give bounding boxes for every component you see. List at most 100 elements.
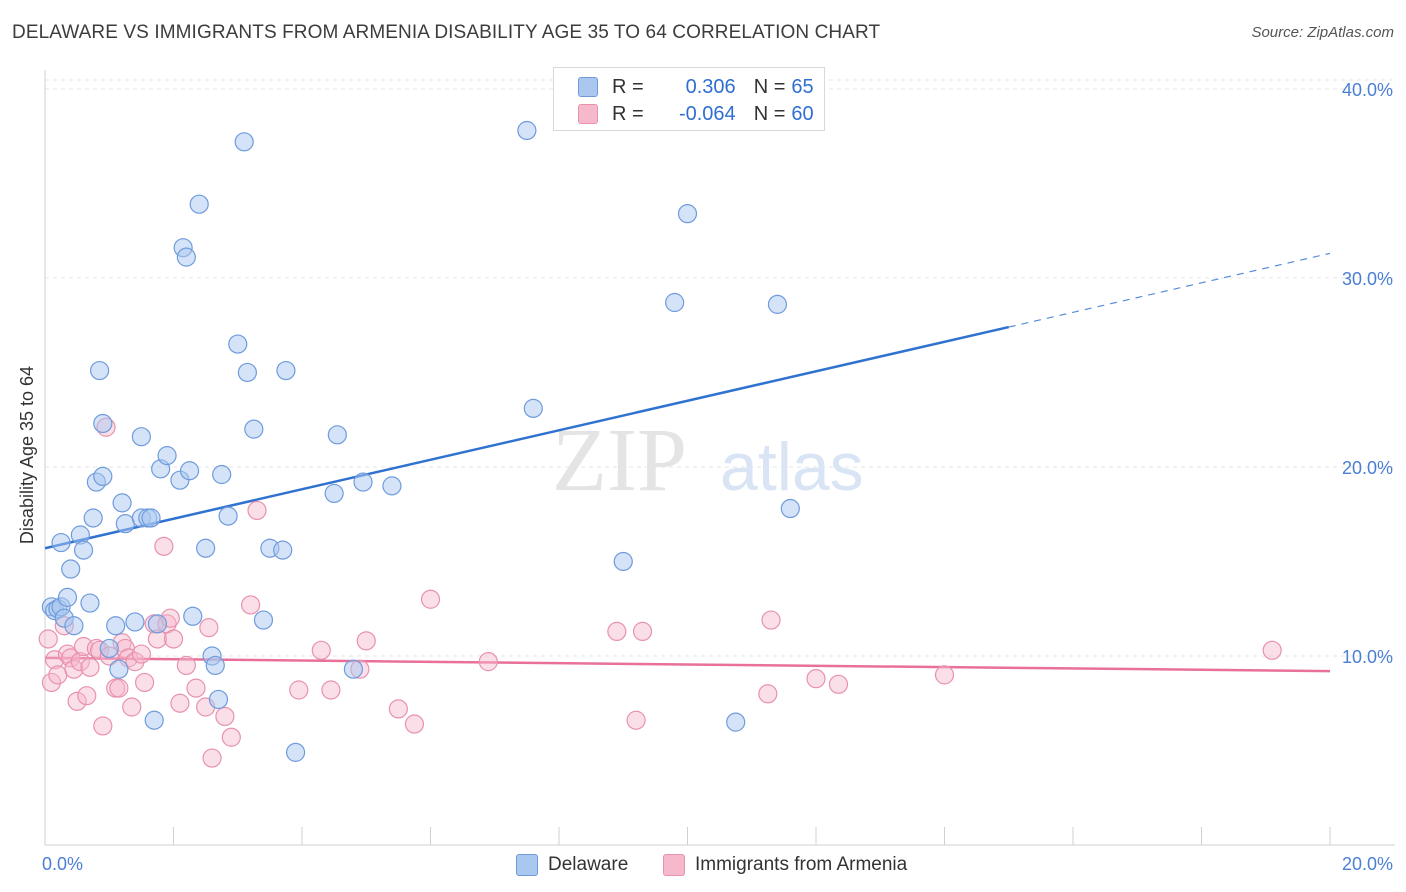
watermark: ZIP atlas: [552, 411, 864, 510]
data-point-delaware: [212, 464, 232, 485]
data-point-delaware: [228, 334, 248, 354]
data-point-delaware: [61, 559, 81, 579]
data-point-delaware: [613, 551, 633, 572]
source-label: Source: ZipAtlas.com: [1251, 24, 1394, 41]
data-point-delaware: [99, 638, 119, 659]
legend-row-delaware: R = 0.306 N = 65: [578, 74, 814, 100]
data-point-delaware: [382, 476, 402, 496]
data-point-delaware: [324, 483, 344, 504]
legend-r-label: R =: [612, 75, 644, 98]
data-point-armenia: [38, 629, 58, 649]
y-tick-label: 10.0%: [1342, 647, 1393, 667]
data-point-delaware: [183, 606, 203, 626]
data-point-armenia: [48, 665, 68, 685]
watermark-atlas: atlas: [720, 429, 864, 505]
data-point-delaware: [665, 292, 685, 313]
data-point-delaware: [218, 506, 238, 526]
data-point-armenia: [289, 680, 309, 700]
data-point-armenia: [356, 631, 376, 651]
data-point-delaware: [176, 247, 196, 267]
data-point-delaware: [115, 514, 135, 534]
data-point-armenia: [125, 652, 145, 672]
data-point-delaware: [93, 466, 113, 487]
data-point-delaware: [780, 498, 800, 519]
data-point-delaware: [64, 616, 84, 636]
data-point-delaware: [157, 446, 177, 466]
data-point-delaware: [273, 540, 293, 560]
data-point-armenia: [321, 680, 341, 700]
data-point-armenia: [478, 652, 498, 672]
data-point-armenia: [154, 536, 174, 556]
data-point-armenia: [241, 595, 261, 615]
data-point-delaware: [51, 532, 71, 553]
data-point-delaware: [253, 610, 274, 630]
data-point-armenia: [221, 727, 241, 747]
data-point-delaware: [189, 194, 209, 214]
data-point-armenia: [420, 589, 441, 609]
data-point-delaware: [147, 614, 168, 634]
data-point-armenia: [199, 618, 219, 638]
data-point-delaware: [144, 710, 164, 730]
data-point-delaware: [285, 742, 306, 762]
data-point-armenia: [247, 500, 267, 521]
data-point-delaware: [208, 689, 229, 710]
legend-swatch-blue: [578, 77, 598, 97]
data-point-armenia: [311, 640, 331, 660]
legend-r-label: R =: [612, 102, 644, 125]
chart-title: DELAWARE VS IMMIGRANTS FROM ARMENIA DISA…: [12, 22, 881, 43]
data-point-armenia: [61, 648, 81, 668]
bottom-legend-label: Immigrants from Armenia: [695, 854, 908, 875]
data-point-armenia: [761, 610, 781, 630]
data-point-delaware: [327, 425, 347, 445]
data-point-delaware: [80, 593, 100, 613]
trend-line-delaware: [44, 325, 1010, 550]
y-tick-label: 30.0%: [1342, 269, 1393, 289]
data-point-delaware: [131, 427, 151, 447]
x-tick-label: 20.0%: [1342, 854, 1393, 874]
data-point-armenia: [388, 699, 408, 719]
bottom-legend-armenia: Immigrants from Armenia: [663, 852, 907, 878]
data-point-armenia: [186, 678, 206, 698]
data-point-delaware: [112, 493, 132, 513]
legend-swatch-pink: [578, 104, 598, 124]
data-point-armenia: [109, 678, 129, 698]
data-point-armenia: [934, 665, 955, 685]
legend-n-value: 65: [791, 75, 814, 98]
bottom-legend-delaware: Delaware: [516, 852, 628, 878]
legend-n-label: N =: [753, 75, 786, 98]
data-point-delaware: [106, 616, 126, 636]
data-point-delaware: [90, 360, 110, 381]
data-point-armenia: [176, 655, 196, 676]
bottom-legend-label: Delaware: [548, 854, 629, 875]
trend-lines: [44, 252, 1331, 673]
legend-r-value: 0.306: [685, 75, 736, 98]
axes: [44, 70, 1395, 846]
series-armenia-points: [38, 417, 1282, 768]
data-point-armenia: [626, 710, 646, 730]
watermark-zip: ZIP: [552, 411, 687, 510]
data-point-armenia: [1262, 640, 1282, 660]
data-point-delaware: [353, 472, 373, 492]
data-point-delaware: [196, 538, 216, 558]
data-point-armenia: [758, 684, 778, 704]
data-point-armenia: [806, 669, 826, 689]
data-point-delaware: [517, 120, 537, 141]
data-point-delaware: [179, 461, 200, 481]
data-point-delaware: [237, 362, 257, 383]
data-point-delaware: [93, 413, 113, 434]
y-tick-label: 20.0%: [1342, 458, 1393, 478]
data-point-delaware: [141, 508, 161, 528]
data-point-delaware: [205, 655, 225, 676]
data-point-armenia: [170, 693, 190, 713]
data-point-armenia: [131, 644, 151, 664]
data-point-armenia: [632, 621, 653, 642]
legend-r-value: -0.064: [678, 102, 736, 125]
legend-n-value: 60: [791, 102, 814, 125]
data-point-delaware: [83, 508, 103, 528]
x-tick-label: 0.0%: [42, 854, 83, 874]
bottom-swatch-blue: [516, 854, 538, 876]
legend-row-armenia: R = -0.064 N = 60: [578, 101, 814, 127]
data-point-delaware: [125, 612, 145, 632]
bottom-swatch-pink: [663, 854, 685, 876]
